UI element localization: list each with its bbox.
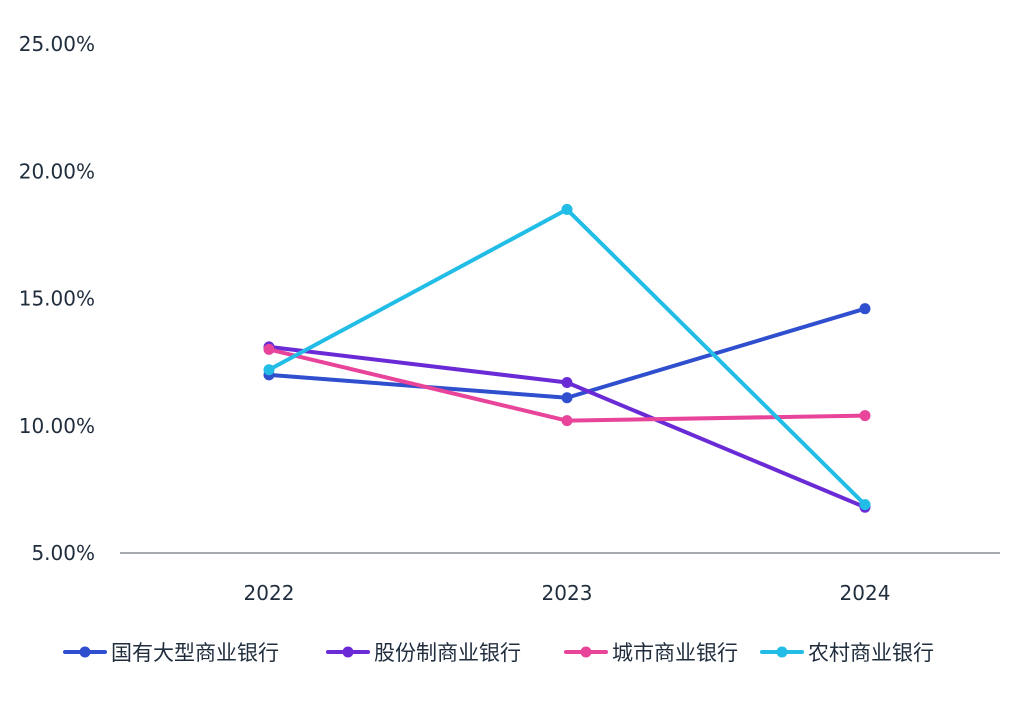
data-point bbox=[263, 364, 275, 376]
legend-label: 农村商业银行 bbox=[808, 641, 934, 665]
data-point bbox=[561, 392, 573, 404]
legend-point-marker bbox=[580, 646, 592, 658]
y-tick-label: 10.00% bbox=[19, 414, 95, 438]
series-4 bbox=[263, 203, 871, 511]
data-point bbox=[263, 343, 275, 355]
legend-item: 国有大型商业银行 bbox=[63, 641, 279, 665]
y-axis: 25.00% 20.00% 15.00% 10.00% 5.00% bbox=[19, 32, 95, 565]
legend-label: 城市商业银行 bbox=[612, 641, 738, 665]
x-tick-label: 2022 bbox=[244, 581, 295, 605]
legend-label: 股份制商业银行 bbox=[374, 641, 521, 665]
series-2 bbox=[263, 341, 871, 513]
data-point bbox=[859, 303, 871, 315]
data-point bbox=[859, 499, 871, 511]
data-point bbox=[561, 415, 573, 427]
legend: 国有大型商业银行 股份制商业银行 城市商业银行 农村商业银行 bbox=[63, 641, 934, 665]
x-axis: 2022 2023 2024 bbox=[244, 581, 891, 605]
legend-point-marker bbox=[79, 646, 91, 658]
series-1 bbox=[263, 303, 871, 404]
y-tick-label: 20.00% bbox=[19, 159, 95, 183]
data-point bbox=[561, 376, 573, 388]
x-tick-label: 2023 bbox=[542, 581, 593, 605]
data-point bbox=[561, 203, 573, 215]
y-tick-label: 5.00% bbox=[31, 541, 95, 565]
legend-point-marker bbox=[776, 646, 788, 658]
legend-item: 农村商业银行 bbox=[760, 641, 934, 665]
legend-item: 股份制商业银行 bbox=[326, 641, 521, 665]
y-tick-label: 25.00% bbox=[19, 32, 95, 56]
x-tick-label: 2024 bbox=[840, 581, 891, 605]
y-tick-label: 15.00% bbox=[19, 287, 95, 311]
series-layer bbox=[263, 203, 871, 513]
legend-item: 城市商业银行 bbox=[564, 641, 738, 665]
legend-point-marker bbox=[342, 646, 354, 658]
series-3 bbox=[263, 343, 871, 427]
data-point bbox=[859, 410, 871, 422]
legend-label: 国有大型商业银行 bbox=[111, 641, 279, 665]
